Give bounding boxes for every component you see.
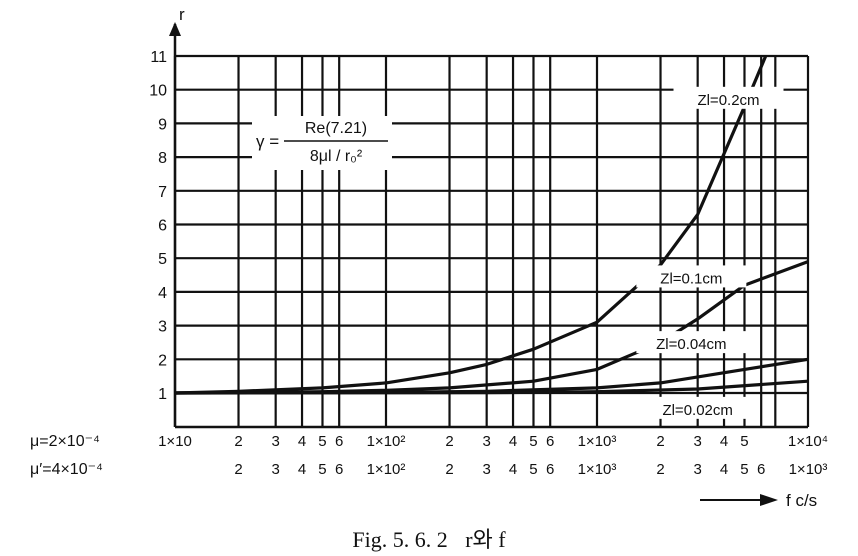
y-tick-label: 1: [158, 386, 167, 403]
x-tick-label: 1×10³: [578, 461, 617, 478]
x-tick-label: 6: [335, 461, 343, 478]
x-tick-label: 5: [318, 433, 326, 450]
x-tick-label: 5: [740, 433, 748, 450]
x-tick-label: 2: [656, 461, 664, 478]
x-tick-label: 1×10⁴: [788, 433, 828, 450]
x-row-prefix: μ=2×10⁻⁴: [30, 433, 100, 450]
x-tick-label: 1×10²: [367, 461, 406, 478]
y-tick-label: 7: [158, 184, 167, 201]
figure-number: Fig. 5. 6. 2: [352, 527, 448, 552]
x-tick-label: 2: [234, 461, 242, 478]
x-tick-label: 6: [757, 461, 765, 478]
x-tick-label: 5: [740, 461, 748, 478]
formula-bg: [252, 116, 392, 170]
x-tick-label: 4: [509, 461, 517, 478]
x-tick-label: 2: [656, 433, 664, 450]
x-tick-label: 4: [298, 433, 306, 450]
x-tick-labels: μ=2×10⁻⁴ 1×10 2 3 4 5 6 1×10² 2 3 4 5 6 1×10³ 2 3 4 5 1×10…: [30, 433, 828, 478]
y-tick-label: 3: [158, 319, 167, 336]
y-tick-label: 4: [158, 285, 167, 302]
series-label-bg: [636, 265, 747, 288]
axes: r f c/s: [169, 5, 817, 510]
figure-caption: Fig. 5. 6. 2 r와 f: [0, 522, 858, 554]
x-tick-label: 1×10²: [367, 433, 406, 450]
series-label: Zl=0.02cm: [662, 402, 732, 419]
x-tick-label: 3: [483, 433, 491, 450]
x-tick-label: 2: [445, 433, 453, 450]
series-label-bg: [636, 331, 747, 354]
x-tick-label: 5: [529, 461, 537, 478]
series-label-bg: [642, 396, 753, 419]
y-tick-label: 2: [158, 352, 167, 369]
formula-denominator: 8μl / r₀²: [310, 148, 363, 165]
series-label: Zl=0.1cm: [660, 270, 722, 287]
x-tick-label: 4: [720, 433, 728, 450]
x-direction-arrow-head: [760, 494, 778, 506]
series-line: [174, 379, 809, 395]
chart: r f c/s Zl=0.2cm Zl=0.1cm Zl=0.04cm Zl=0.02c…: [30, 5, 828, 510]
x-tick-label: 3: [483, 461, 491, 478]
y-tick-label: 11: [150, 49, 167, 66]
x-tick-label: 3: [272, 433, 280, 450]
series-lines: [174, 55, 809, 395]
y-axis-arrow: [169, 22, 181, 36]
x-tick-label: 5: [318, 461, 326, 478]
x-tick-label: 6: [335, 433, 343, 450]
series-labels: Zl=0.2cm Zl=0.1cm Zl=0.04cm Zl=0.02cm: [636, 86, 784, 419]
series-label-bg: [673, 86, 784, 109]
x-tick-label: 4: [720, 461, 728, 478]
y-tick-label: 8: [158, 150, 167, 167]
y-tick-labels: 1 2 3 4 5 6 7 8 9 10 11: [149, 49, 167, 403]
y-tick-label: 6: [158, 218, 167, 235]
x-tick-label: 6: [546, 433, 554, 450]
x-tick-label: 6: [546, 461, 554, 478]
x-tick-label: 1×10³: [578, 433, 617, 450]
figure-title: r와 f: [465, 527, 506, 552]
grid: [173, 54, 810, 427]
formula-numerator: Re(7.21): [305, 120, 367, 137]
x-tick-label: 1×10: [158, 433, 192, 450]
y-tick-label: 9: [158, 116, 167, 133]
x-tick-label: 4: [298, 461, 306, 478]
y-axis-label: r: [179, 5, 185, 24]
x-tick-label: 3: [694, 461, 702, 478]
formula: γ = Re(7.21) 8μl / r₀²: [252, 116, 392, 170]
series-line: [174, 55, 768, 395]
series-label: Zl=0.2cm: [697, 92, 759, 109]
y-tick-label: 5: [158, 251, 167, 268]
series-label: Zl=0.04cm: [656, 336, 726, 353]
x-tick-label: 1×10³: [789, 461, 828, 478]
x-tick-label: 4: [509, 433, 517, 450]
x-tick-label: 3: [272, 461, 280, 478]
formula-lhs: γ =: [256, 132, 279, 151]
x-axis-label: f c/s: [786, 491, 817, 510]
y-tick-label: 10: [149, 83, 167, 100]
x-row-prefix: μ′=4×10⁻⁴: [30, 461, 103, 478]
x-tick-label: 2: [234, 433, 242, 450]
x-tick-label: 2: [445, 461, 453, 478]
x-tick-label: 5: [529, 433, 537, 450]
x-tick-label: 3: [694, 433, 702, 450]
